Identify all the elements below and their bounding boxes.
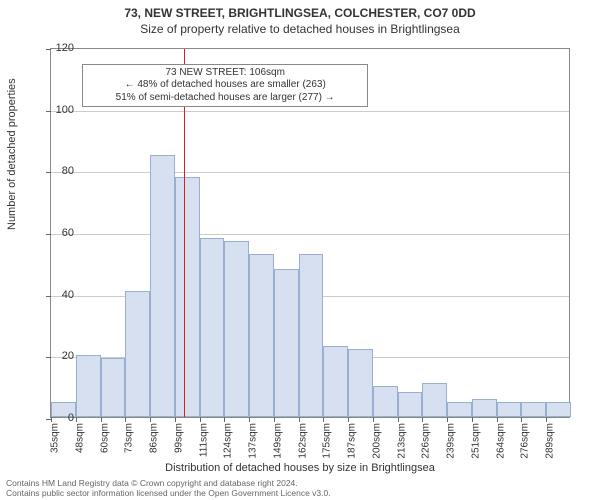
- x-axis-label: Distribution of detached houses by size …: [0, 462, 600, 474]
- xtick-label: 86sqm: [149, 423, 160, 453]
- ytick-label: 120: [34, 42, 74, 54]
- histogram-bar: [373, 386, 398, 417]
- histogram-bar: [521, 402, 546, 417]
- annotation-box: 73 NEW STREET: 106sqm← 48% of detached h…: [82, 64, 368, 108]
- histogram-bar: [497, 402, 522, 417]
- title-line-2: Size of property relative to detached ho…: [0, 22, 600, 38]
- xtick-mark: [422, 417, 423, 422]
- annotation-line-1: 73 NEW STREET: 106sqm: [89, 67, 361, 80]
- histogram-bar: [398, 392, 423, 417]
- xtick-label: 111sqm: [198, 423, 209, 457]
- histogram-bar: [348, 349, 373, 417]
- xtick-mark: [521, 417, 522, 422]
- histogram-bar: [472, 399, 497, 418]
- xtick-label: 162sqm: [297, 423, 308, 459]
- gridline: [51, 172, 569, 173]
- xtick-label: 149sqm: [272, 423, 283, 459]
- ytick-label: 60: [34, 227, 74, 239]
- y-axis-label: Number of detached properties: [6, 78, 18, 230]
- xtick-label: 124sqm: [223, 423, 234, 459]
- chart-title: 73, NEW STREET, BRIGHTLINGSEA, COLCHESTE…: [0, 0, 600, 37]
- xtick-label: 60sqm: [99, 423, 110, 453]
- histogram-bar: [546, 402, 571, 417]
- histogram-bar: [150, 155, 175, 417]
- xtick-label: 137sqm: [248, 423, 259, 459]
- ytick-label: 80: [34, 165, 74, 177]
- histogram-bar: [200, 238, 225, 417]
- xtick-label: 175sqm: [322, 423, 333, 459]
- xtick-mark: [249, 417, 250, 422]
- histogram-bar: [249, 254, 274, 417]
- xtick-mark: [472, 417, 473, 422]
- xtick-mark: [101, 417, 102, 422]
- xtick-label: 73sqm: [124, 423, 135, 453]
- annotation-line-3: 51% of semi-detached houses are larger (…: [89, 92, 361, 105]
- histogram-bar: [224, 241, 249, 417]
- histogram-bar: [101, 358, 126, 417]
- xtick-label: 251sqm: [470, 423, 481, 459]
- xtick-mark: [150, 417, 151, 422]
- ytick-label: 100: [34, 104, 74, 116]
- xtick-mark: [348, 417, 349, 422]
- xtick-label: 200sqm: [371, 423, 382, 459]
- xtick-mark: [447, 417, 448, 422]
- xtick-mark: [398, 417, 399, 422]
- xtick-mark: [299, 417, 300, 422]
- ytick-label: 40: [34, 289, 74, 301]
- ytick-label: 20: [34, 350, 74, 362]
- histogram-bar: [125, 291, 150, 417]
- xtick-label: 264sqm: [495, 423, 506, 459]
- xtick-label: 48sqm: [74, 423, 85, 453]
- xtick-label: 99sqm: [173, 423, 184, 453]
- xtick-label: 276sqm: [520, 423, 531, 459]
- credits: Contains HM Land Registry data © Crown c…: [6, 478, 331, 498]
- chart-area: 35sqm48sqm60sqm73sqm86sqm99sqm111sqm124s…: [50, 48, 570, 418]
- histogram-bar: [175, 177, 200, 418]
- xtick-label: 213sqm: [396, 423, 407, 459]
- gridline: [51, 234, 569, 235]
- annotation-line-2: ← 48% of detached houses are smaller (26…: [89, 79, 361, 92]
- xtick-mark: [125, 417, 126, 422]
- xtick-mark: [224, 417, 225, 422]
- title-line-1: 73, NEW STREET, BRIGHTLINGSEA, COLCHESTE…: [0, 6, 600, 22]
- xtick-label: 187sqm: [347, 423, 358, 459]
- histogram-bar: [422, 383, 447, 417]
- xtick-mark: [323, 417, 324, 422]
- xtick-label: 289sqm: [545, 423, 556, 459]
- credits-line-2: Contains public sector information licen…: [6, 488, 331, 498]
- plot-region: 35sqm48sqm60sqm73sqm86sqm99sqm111sqm124s…: [50, 48, 570, 418]
- xtick-mark: [274, 417, 275, 422]
- histogram-bar: [323, 346, 348, 417]
- xtick-label: 226sqm: [421, 423, 432, 459]
- histogram-bar: [447, 402, 472, 417]
- xtick-mark: [373, 417, 374, 422]
- xtick-mark: [76, 417, 77, 422]
- xtick-label: 35sqm: [50, 423, 61, 453]
- xtick-mark: [497, 417, 498, 422]
- xtick-mark: [175, 417, 176, 422]
- xtick-label: 239sqm: [446, 423, 457, 459]
- ytick-label: 0: [34, 412, 74, 424]
- xtick-mark: [200, 417, 201, 422]
- xtick-mark: [546, 417, 547, 422]
- histogram-bar: [274, 269, 299, 417]
- gridline: [51, 111, 569, 112]
- histogram-bar: [299, 254, 324, 417]
- histogram-bar: [76, 355, 101, 417]
- credits-line-1: Contains HM Land Registry data © Crown c…: [6, 478, 331, 488]
